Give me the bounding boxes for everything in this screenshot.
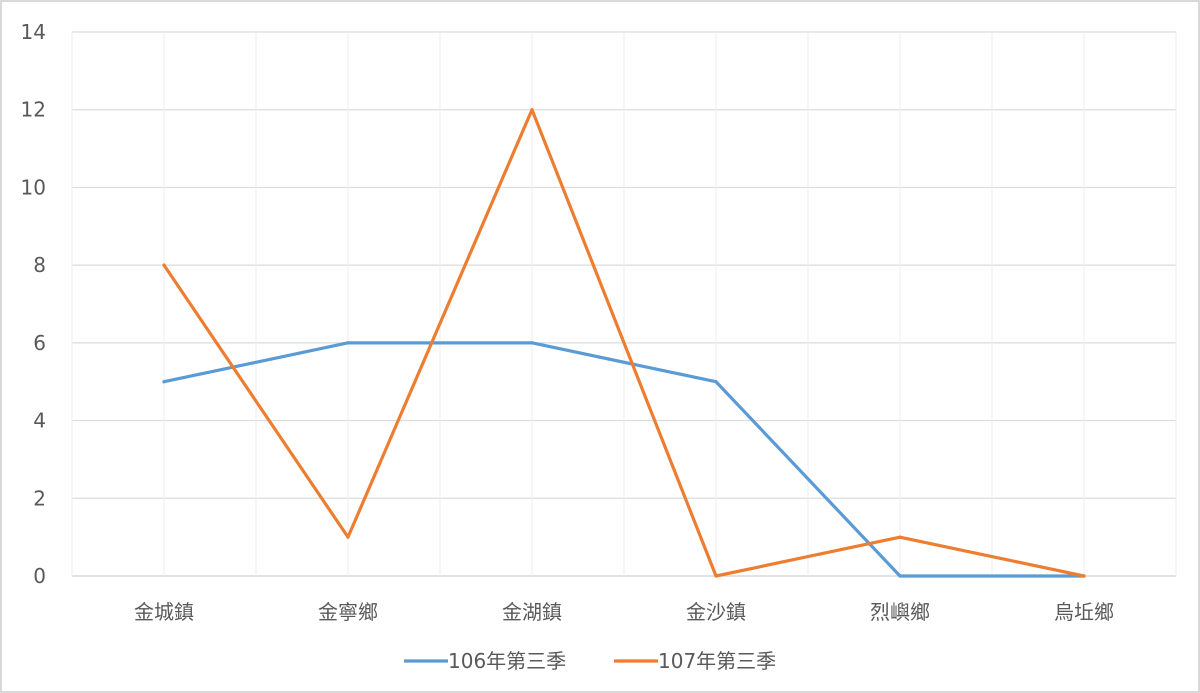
data-point [898, 535, 902, 539]
y-tick-label: 8 [33, 253, 46, 277]
y-tick-label: 2 [33, 486, 46, 510]
x-tick-label: 金沙鎮 [686, 600, 746, 624]
x-tick-label: 金寧鄉 [318, 600, 378, 624]
x-tick-label: 金城鎮 [134, 600, 194, 624]
y-axis-ticks: 0 2 4 6 8 10 12 14 [21, 20, 46, 588]
y-tick-label: 4 [33, 409, 46, 433]
data-point [346, 535, 350, 539]
series-line-2 [162, 108, 1086, 578]
x-axis-ticks: 金城鎮 金寧鄉 金湖鎮 金沙鎮 烈嶼鄉 烏坵鄉 [134, 600, 1114, 624]
legend-label: 107年第三季 [658, 649, 776, 673]
gridlines [71, 31, 1177, 577]
x-tick-label: 金湖鎮 [502, 600, 562, 624]
data-point [714, 380, 718, 384]
x-tick-label: 烈嶼鄉 [870, 600, 930, 624]
data-point [162, 263, 166, 267]
x-tick-label: 烏坵鄉 [1054, 600, 1114, 624]
y-tick-label: 10 [21, 175, 46, 199]
data-point [530, 341, 534, 345]
y-tick-label: 6 [33, 331, 46, 355]
data-point [1082, 574, 1086, 578]
legend: 106年第三季 107年第三季 [404, 649, 776, 673]
data-point [346, 341, 350, 345]
data-point [162, 380, 166, 384]
y-tick-label: 0 [33, 564, 46, 588]
y-tick-label: 12 [21, 98, 46, 122]
y-tick-label: 14 [21, 20, 46, 44]
data-point [530, 108, 534, 112]
series-lines [162, 108, 1086, 578]
data-point [714, 574, 718, 578]
legend-label: 106年第三季 [448, 649, 566, 673]
series-line-1 [162, 341, 1086, 578]
data-point [898, 574, 902, 578]
